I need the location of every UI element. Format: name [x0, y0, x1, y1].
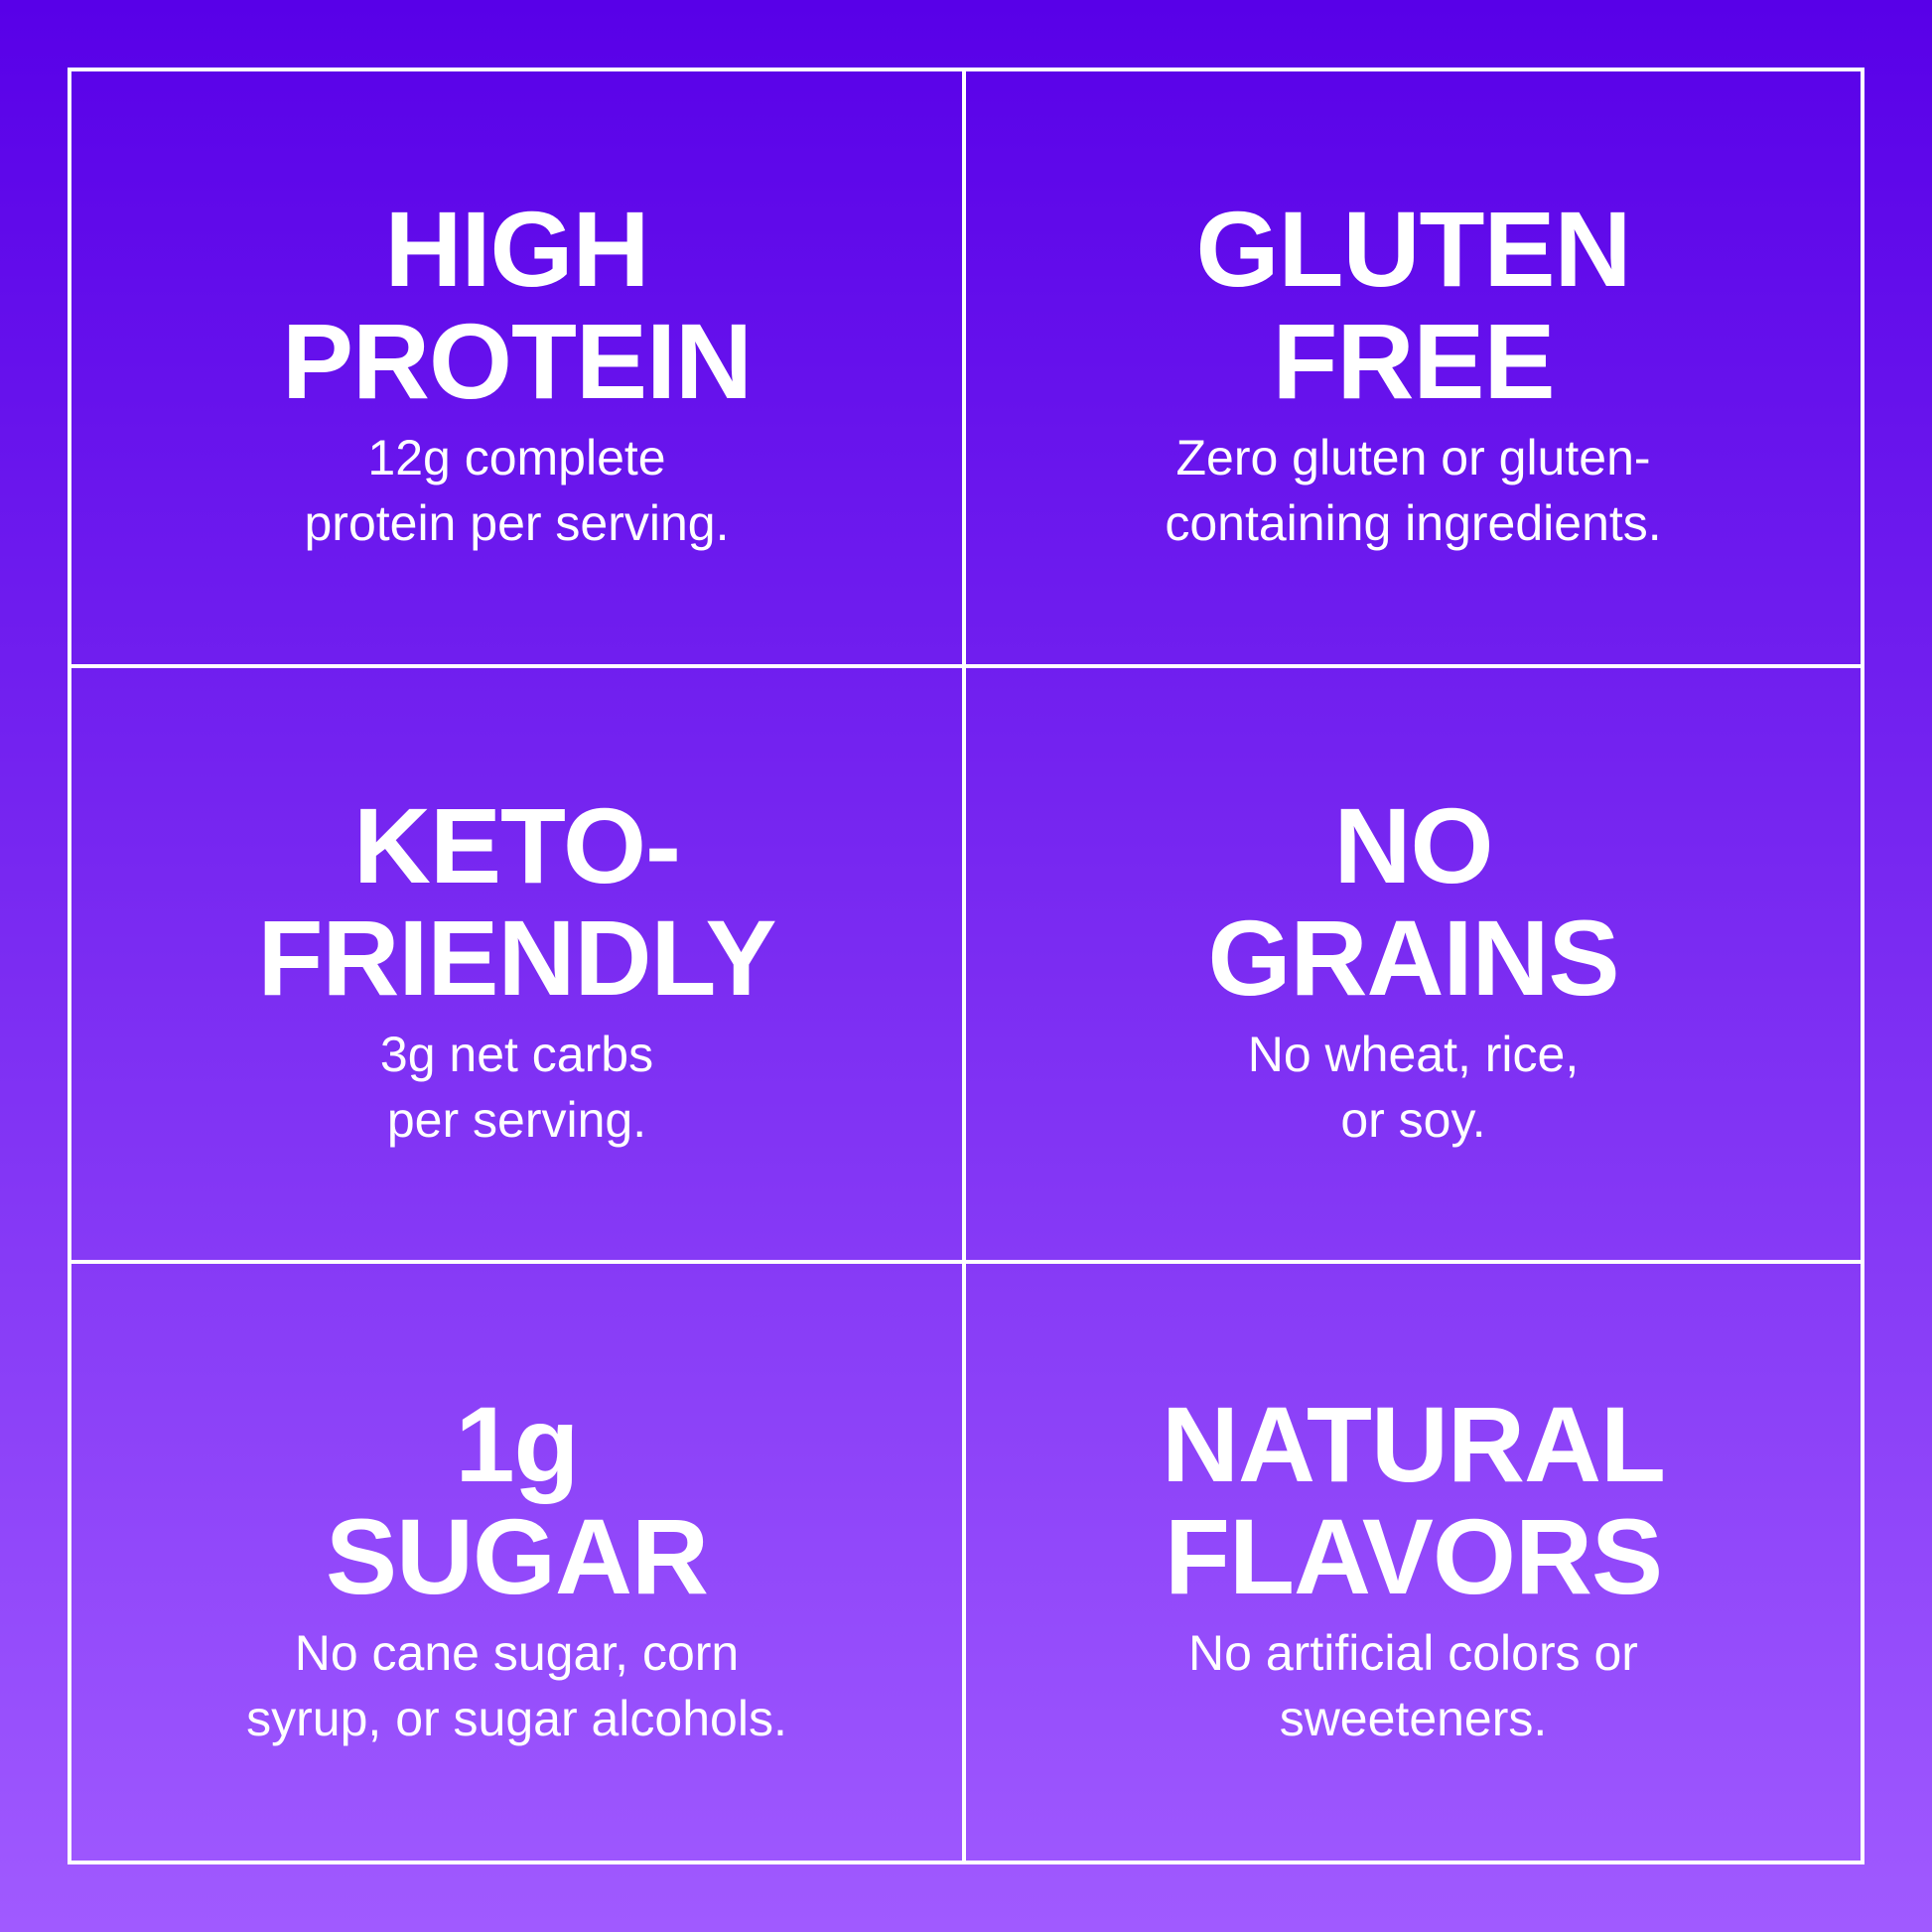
feature-natural-flavors: NATURAL FLAVORS No artificial colors or sw… — [966, 1264, 1861, 1861]
title-line: HIGH — [384, 189, 649, 310]
feature-description: No wheat, rice, or soy. — [1248, 1022, 1579, 1153]
feature-description: No cane sugar, corn syrup, or sugar alcoh… — [246, 1620, 787, 1751]
desc-line: Zero gluten or gluten- — [1175, 430, 1651, 486]
desc-line: 12g complete — [367, 430, 666, 486]
feature-description: No artificial colors or sweeteners. — [1188, 1620, 1638, 1751]
title-line: KETO- — [352, 784, 681, 905]
feature-title: KETO- FRIENDLY — [257, 784, 776, 1018]
desc-line: per serving. — [386, 1091, 647, 1148]
title-line: FREE — [1272, 301, 1555, 422]
feature-high-protein: HIGH PROTEIN 12g complete protein per serv… — [71, 71, 966, 668]
feature-title: NO GRAINS — [1207, 784, 1619, 1018]
feature-title: HIGH PROTEIN — [281, 189, 753, 422]
desc-line: No artificial colors or — [1188, 1624, 1638, 1681]
feature-no-grains: NO GRAINS No wheat, rice, or soy. — [966, 668, 1861, 1265]
feature-keto-friendly: KETO- FRIENDLY 3g net carbs per serving. — [71, 667, 966, 1265]
title-line: GLUTEN — [1195, 189, 1632, 310]
title-line: FLAVORS — [1165, 1495, 1663, 1616]
title-line: NO — [1333, 784, 1494, 905]
feature-title: 1g SUGAR — [325, 1383, 709, 1616]
feature-description: 3g net carbs per serving. — [380, 1022, 653, 1153]
desc-line: sweeteners. — [1279, 1690, 1548, 1746]
title-line: FRIENDLY — [257, 897, 776, 1018]
desc-line: No wheat, rice, — [1247, 1026, 1580, 1082]
desc-line: protein per serving. — [304, 495, 730, 552]
title-line: NATURAL — [1162, 1383, 1666, 1504]
feature-1g-sugar: 1g SUGAR No cane sugar, corn syrup, or sug… — [71, 1264, 966, 1861]
desc-line: containing ingredients. — [1165, 495, 1662, 552]
desc-line: 3g net carbs — [379, 1026, 654, 1082]
feature-description: Zero gluten or gluten-containing ingredi… — [1165, 425, 1661, 556]
title-line: SUGAR — [325, 1495, 709, 1616]
feature-title: GLUTEN FREE — [1195, 189, 1632, 422]
feature-title: NATURAL FLAVORS — [1162, 1383, 1666, 1616]
title-line: GRAINS — [1207, 897, 1619, 1018]
desc-line: No cane sugar, corn — [294, 1624, 740, 1681]
desc-line: or soy. — [1340, 1091, 1486, 1148]
desc-line: syrup, or sugar alcohols. — [246, 1690, 787, 1746]
feature-gluten-free: GLUTEN FREE Zero gluten or gluten-contain… — [966, 71, 1861, 668]
title-line: PROTEIN — [281, 301, 753, 422]
feature-description: 12g complete protein per serving. — [304, 425, 729, 556]
feature-grid: HIGH PROTEIN 12g complete protein per serv… — [68, 68, 1864, 1864]
title-line: 1g — [455, 1383, 579, 1504]
